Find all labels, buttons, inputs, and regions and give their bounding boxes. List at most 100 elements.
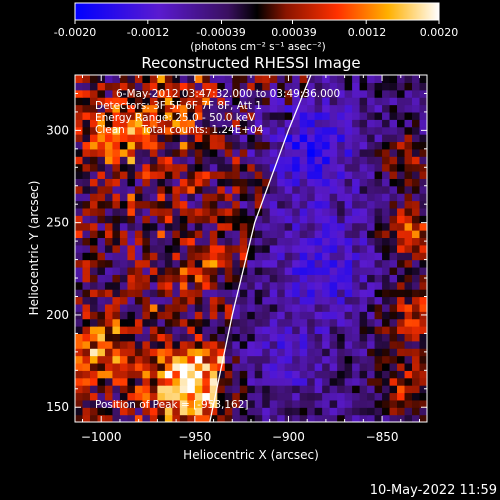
heatmap-cell bbox=[284, 252, 293, 261]
heatmap-cell bbox=[404, 296, 413, 305]
heatmap-cell bbox=[314, 75, 323, 83]
heatmap-cell bbox=[344, 193, 353, 202]
heatmap-cell bbox=[277, 75, 286, 83]
heatmap-cell bbox=[187, 244, 196, 253]
heatmap-cell bbox=[269, 414, 278, 422]
heatmap-cell bbox=[127, 377, 136, 386]
heatmap-cell bbox=[187, 274, 196, 283]
heatmap-cell bbox=[75, 170, 84, 179]
heatmap-cell bbox=[112, 318, 121, 327]
heatmap-cell bbox=[277, 119, 286, 128]
heatmap-cell bbox=[172, 407, 181, 416]
heatmap-cell bbox=[307, 141, 316, 150]
heatmap-cell bbox=[247, 75, 256, 83]
heatmap-cell bbox=[209, 326, 218, 334]
heatmap-cell bbox=[397, 230, 406, 239]
heatmap-cell bbox=[239, 296, 248, 305]
heatmap-cell bbox=[224, 200, 233, 209]
heatmap-cell bbox=[127, 340, 136, 349]
heatmap-cell bbox=[389, 385, 398, 394]
heatmap-cell bbox=[314, 377, 323, 386]
heatmap-cell bbox=[134, 303, 143, 312]
heatmap-cell bbox=[314, 230, 323, 239]
heatmap-cell bbox=[157, 399, 166, 408]
heatmap-cell bbox=[359, 289, 368, 298]
heatmap-cell bbox=[89, 370, 99, 379]
heatmap-cell bbox=[299, 244, 308, 253]
heatmap-cell bbox=[75, 377, 84, 386]
heatmap-cell bbox=[262, 141, 271, 150]
heatmap-cell bbox=[89, 207, 99, 216]
heatmap-cell bbox=[75, 82, 84, 91]
heatmap-cell bbox=[382, 407, 391, 416]
heatmap-cell bbox=[187, 318, 196, 327]
heatmap-cell bbox=[119, 230, 129, 239]
heatmap-cell bbox=[389, 266, 398, 275]
heatmap-cell bbox=[397, 370, 406, 379]
heatmap-cell bbox=[157, 355, 166, 364]
heatmap-cell bbox=[262, 370, 271, 379]
heatmap-cell bbox=[112, 163, 121, 172]
heatmap-cell bbox=[217, 148, 226, 157]
heatmap-cell bbox=[329, 75, 338, 83]
heatmap-cell bbox=[104, 362, 114, 371]
heatmap-cell bbox=[247, 148, 256, 157]
heatmap-cell bbox=[224, 193, 233, 202]
heatmap-cell bbox=[337, 355, 346, 364]
heatmap-cell bbox=[254, 104, 263, 113]
heatmap-cell bbox=[127, 141, 136, 150]
heatmap-cell bbox=[397, 97, 406, 106]
heatmap-cell bbox=[307, 355, 316, 364]
heatmap-cell bbox=[187, 156, 196, 165]
heatmap-cell bbox=[179, 348, 188, 357]
heatmap-cell bbox=[82, 340, 91, 349]
heatmap-cell bbox=[337, 340, 346, 349]
heatmap-cell bbox=[397, 414, 406, 422]
heatmap-cell bbox=[142, 126, 151, 135]
heatmap-cell bbox=[194, 362, 203, 371]
heatmap-cell bbox=[254, 82, 263, 91]
heatmap-cell bbox=[412, 141, 421, 150]
heatmap-cell bbox=[254, 274, 263, 283]
heatmap-cell bbox=[389, 362, 398, 371]
heatmap-cell bbox=[367, 318, 376, 327]
heatmap-cell bbox=[112, 392, 121, 401]
heatmap-cell bbox=[262, 414, 271, 422]
heatmap-cell bbox=[352, 311, 361, 320]
heatmap-cell bbox=[329, 170, 338, 179]
heatmap-cell bbox=[217, 392, 226, 401]
heatmap-cell bbox=[337, 230, 346, 239]
heatmap-cell bbox=[202, 134, 211, 143]
heatmap-cell bbox=[82, 170, 91, 179]
heatmap-cell bbox=[277, 193, 286, 202]
heatmap-cell bbox=[217, 274, 226, 283]
heatmap-cell bbox=[179, 141, 188, 150]
heatmap-cell bbox=[202, 311, 211, 320]
heatmap-cell bbox=[247, 170, 256, 179]
heatmap-cell bbox=[419, 75, 427, 83]
heatmap-cell bbox=[172, 237, 181, 246]
heatmap-cell bbox=[239, 178, 248, 187]
heatmap-cell bbox=[322, 134, 331, 143]
heatmap-cell bbox=[322, 407, 331, 416]
heatmap-cell bbox=[247, 281, 256, 290]
heatmap-cell bbox=[127, 274, 136, 283]
heatmap-cell bbox=[344, 97, 353, 106]
heatmap-cell bbox=[344, 82, 353, 91]
heatmap-cell bbox=[232, 407, 241, 416]
heatmap-cell bbox=[209, 266, 218, 275]
heatmap-cell bbox=[142, 178, 151, 187]
heatmap-cell bbox=[187, 148, 196, 157]
heatmap-cell bbox=[75, 148, 84, 157]
heatmap-cell bbox=[247, 259, 256, 268]
heatmap-cell bbox=[254, 141, 263, 150]
heatmap-cell bbox=[292, 111, 301, 120]
heatmap-cell bbox=[262, 104, 271, 113]
heatmap-cell bbox=[187, 185, 196, 194]
heatmap-cell bbox=[277, 244, 286, 253]
heatmap-cell bbox=[202, 237, 211, 246]
heatmap-cell bbox=[374, 318, 383, 327]
heatmap-cell bbox=[374, 111, 383, 120]
heatmap-cell bbox=[322, 355, 331, 364]
heatmap-cell bbox=[202, 377, 211, 386]
